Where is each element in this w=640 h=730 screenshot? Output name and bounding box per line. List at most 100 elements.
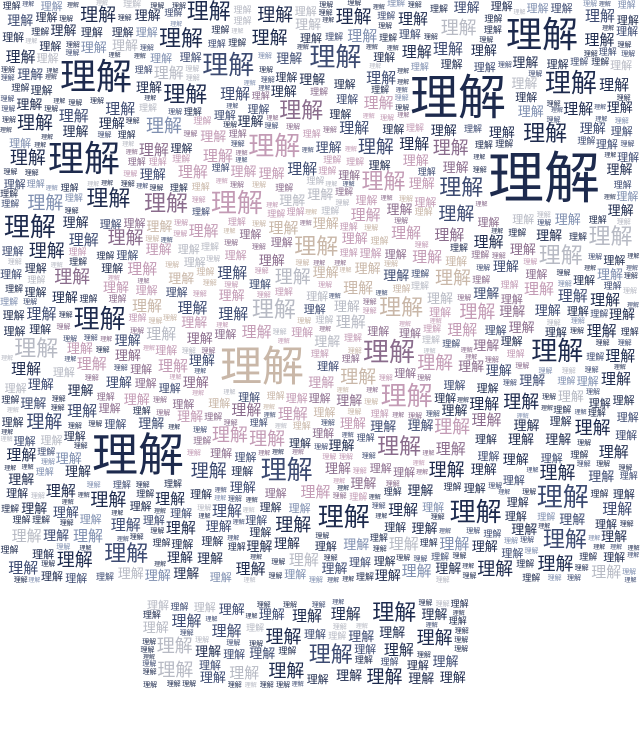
word-cloud-word: 理解 <box>142 667 157 676</box>
word-cloud-word: 理解 <box>314 539 337 553</box>
word-cloud-word: 理解 <box>223 120 238 129</box>
word-cloud-word: 理解 <box>408 411 423 420</box>
word-cloud-word: 理解 <box>440 18 477 40</box>
word-cloud-word: 理解 <box>620 328 639 339</box>
word-cloud-word: 理解 <box>546 99 561 108</box>
word-cloud-word: 理解 <box>520 536 535 545</box>
word-cloud-word: 理解 <box>541 405 554 413</box>
word-cloud-word: 理解 <box>207 39 226 50</box>
word-cloud-word: 理解 <box>196 268 215 279</box>
word-cloud-word: 理解 <box>546 318 561 327</box>
word-cloud-word: 理解 <box>318 166 337 177</box>
word-cloud-word: 理解 <box>570 450 589 461</box>
word-cloud-word: 理解 <box>197 551 224 567</box>
word-cloud-word: 理解 <box>312 426 335 440</box>
word-cloud-word: 理解 <box>435 439 466 458</box>
word-cloud-word: 理解 <box>536 229 563 245</box>
word-cloud-word: 理解 <box>295 17 322 33</box>
word-cloud-word: 理解 <box>354 656 373 667</box>
word-cloud-word: 理解 <box>385 479 400 488</box>
word-cloud-word: 理解 <box>143 680 158 689</box>
word-cloud-word: 理解 <box>342 576 355 584</box>
word-cloud-word: 理解 <box>134 65 153 76</box>
word-cloud-word: 理解 <box>584 366 599 375</box>
word-cloud-word: 理解 <box>68 99 83 108</box>
word-cloud-word: 理解 <box>502 473 525 487</box>
word-cloud-word: 理解 <box>79 544 92 552</box>
word-cloud-word: 理解 <box>502 452 529 468</box>
word-cloud-word: 理解 <box>77 492 90 500</box>
word-cloud-word: 理解 <box>67 402 98 421</box>
word-cloud-word: 理解 <box>395 86 408 94</box>
word-cloud-word: 理解 <box>52 505 79 521</box>
word-cloud-word: 理解 <box>315 141 342 156</box>
word-cloud-word: 理解 <box>434 417 471 439</box>
word-cloud-word: 理解 <box>607 204 634 220</box>
word-cloud-word: 理解 <box>283 600 297 609</box>
word-cloud-word: 理解 <box>330 605 361 624</box>
word-cloud-word: 理解 <box>511 522 538 538</box>
word-cloud-word: 理解 <box>370 237 389 248</box>
word-cloud-word: 理解 <box>315 315 334 326</box>
word-cloud-word: 理解 <box>333 477 346 485</box>
word-cloud-word: 理解 <box>164 9 183 20</box>
word-cloud-word: 理解 <box>210 446 233 460</box>
word-cloud-word: 理解 <box>499 304 526 320</box>
word-cloud-word: 理解 <box>598 48 617 59</box>
word-cloud-word: 理解 <box>314 334 341 350</box>
word-cloud-word: 理解 <box>410 62 429 73</box>
word-cloud-word: 理解 <box>430 5 449 16</box>
word-cloud-word: 理解 <box>235 157 248 164</box>
word-cloud-word: 理解 <box>513 418 540 434</box>
word-cloud-word: 理解 <box>274 537 301 553</box>
word-cloud-word: 理解 <box>96 572 115 583</box>
word-cloud-word: 理解 <box>0 546 19 557</box>
word-cloud-word: 理解 <box>450 599 469 610</box>
word-cloud-word: 理解 <box>588 470 615 486</box>
word-cloud-word: 理解 <box>435 576 450 584</box>
word-cloud-word: 理解 <box>116 248 139 262</box>
word-cloud-word: 理解 <box>577 136 596 147</box>
word-cloud-word: 理解 <box>278 647 297 657</box>
word-cloud-word: 理解 <box>469 395 500 413</box>
word-cloud-word: 理解 <box>129 500 152 514</box>
word-cloud-word: 理解 <box>286 123 301 132</box>
word-cloud-word: 理解 <box>399 320 412 328</box>
word-cloud-word: 理解 <box>357 137 394 159</box>
word-cloud-word: 理解 <box>308 375 335 391</box>
word-cloud-word: 理解 <box>69 257 88 268</box>
word-cloud-word: 理解 <box>260 455 313 486</box>
word-cloud-word: 理解 <box>272 328 287 337</box>
word-cloud-word: 理解 <box>397 67 410 75</box>
word-cloud-word: 理解 <box>328 632 347 643</box>
word-cloud-word: 理解 <box>623 272 638 281</box>
word-cloud-word: 理解 <box>573 274 596 287</box>
word-cloud-word: 理解 <box>139 168 166 184</box>
word-cloud-word: 理解 <box>243 576 256 584</box>
word-cloud-word: 理解 <box>270 84 297 100</box>
word-cloud-word: 理解 <box>254 267 269 276</box>
word-cloud-word: 理解 <box>340 366 377 388</box>
word-cloud-word: 理解 <box>418 599 433 607</box>
word-cloud-word: 理解 <box>142 637 157 646</box>
word-cloud-word: 理解 <box>224 249 247 263</box>
word-cloud-word: 理解 <box>304 627 326 641</box>
word-cloud-word: 理解 <box>305 209 318 217</box>
word-cloud-word: 理解 <box>191 183 210 194</box>
word-cloud-word: 理解 <box>380 194 393 202</box>
word-cloud-word: 理解 <box>339 222 358 233</box>
word-cloud-word: 理解 <box>122 141 135 149</box>
word-cloud-word: 理解 <box>274 288 293 299</box>
word-cloud-word: 理解 <box>460 347 473 354</box>
word-cloud-word: 理解 <box>334 259 347 267</box>
word-cloud-word: 理解 <box>512 55 539 71</box>
word-cloud-word: 理解 <box>471 410 502 429</box>
word-cloud-word: 理解 <box>483 26 502 36</box>
word-cloud-word: 理解 <box>610 544 623 552</box>
word-cloud-word: 理解 <box>168 424 181 432</box>
word-cloud-word: 理解 <box>457 397 470 405</box>
word-cloud-hero-word: 理解 <box>488 147 600 212</box>
word-cloud-word: 理解 <box>515 91 538 105</box>
word-cloud-word: 理解 <box>344 334 363 345</box>
word-cloud-word: 理解 <box>356 572 375 583</box>
